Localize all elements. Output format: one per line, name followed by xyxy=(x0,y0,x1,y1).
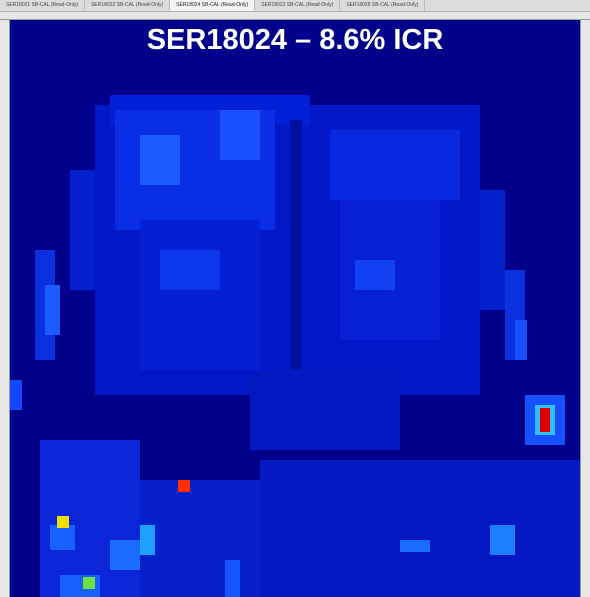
ruler xyxy=(0,20,10,597)
ruler xyxy=(580,20,590,597)
tab[interactable]: SER18021 SB-CAL (Read-Only) xyxy=(0,0,85,11)
ruler xyxy=(0,12,590,20)
tab[interactable]: SER18022 SB-CAL (Read-Only) xyxy=(85,0,170,11)
title: SER18024 – 8.6% ICR xyxy=(10,20,580,60)
tab[interactable]: SER18023 SB-CAL (Read-Only) xyxy=(255,0,340,11)
app-window: {"tabs": ["SER18021 SB-CAL (Read-Only)",… xyxy=(0,0,590,597)
tab[interactable]: SER18024 SB-CAL (Read-Only) xyxy=(170,0,255,11)
heatmap-image xyxy=(10,20,580,597)
tab[interactable]: SER18028 SB-CAL (Read-Only) xyxy=(340,0,425,11)
tab-bar: SER18021 SB-CAL (Read-Only) SER18022 SB-… xyxy=(0,0,590,12)
